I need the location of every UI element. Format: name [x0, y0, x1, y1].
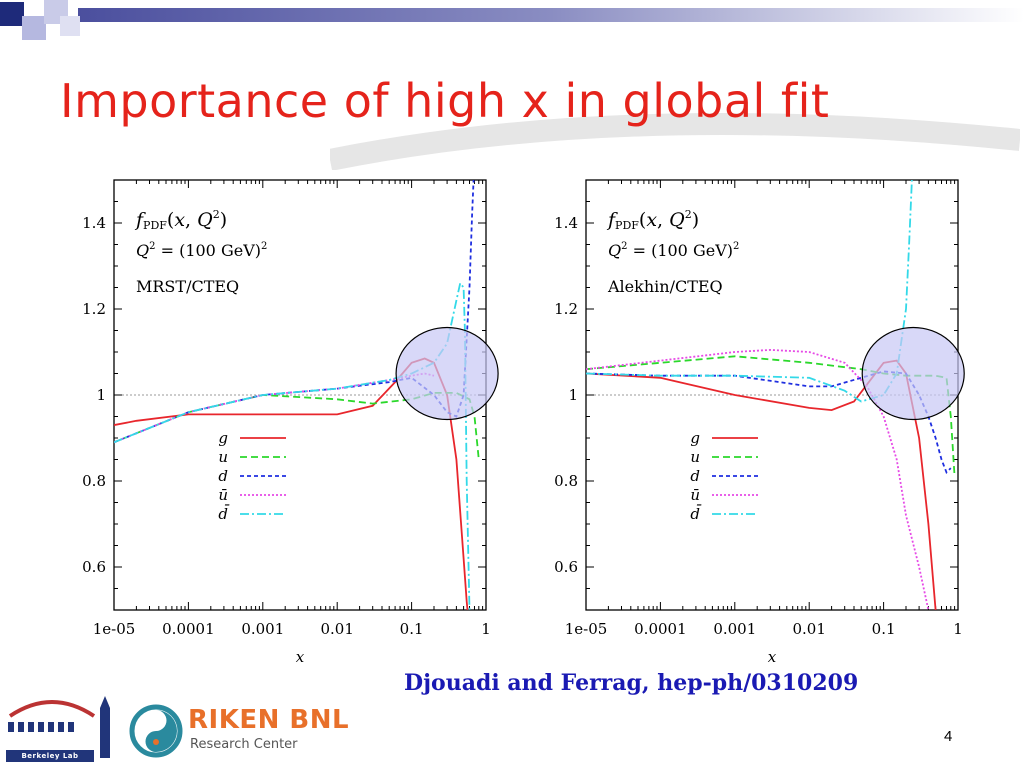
- x-tick-label: 1e-05: [565, 620, 608, 638]
- annotation-fpdf: fPDF(x, Q2): [606, 208, 699, 232]
- legend-label-ubar: ū: [218, 486, 228, 504]
- x-axis-label: x: [768, 648, 777, 666]
- annotation-source: MRST/CTEQ: [136, 277, 239, 296]
- x-tick-label: 1: [953, 620, 963, 638]
- citation: Djouadi and Ferrag, hep-ph/0310209: [404, 670, 859, 696]
- x-tick-label: 0.0001: [634, 620, 687, 638]
- y-tick-label: 1.4: [82, 214, 106, 232]
- riken-bnl-logo-mark: [129, 704, 183, 758]
- annotation-source: Alekhin/CTEQ: [607, 277, 723, 296]
- legend-label-d: d: [218, 467, 228, 485]
- riken-bnl-title: RIKEN BNL: [188, 705, 350, 735]
- x-tick-label: 1: [481, 620, 491, 638]
- y-tick-label: 0.6: [82, 558, 106, 576]
- x-tick-label: 0.001: [713, 620, 756, 638]
- x-tick-label: 0.1: [400, 620, 424, 638]
- decorative-header-bar: [0, 0, 1024, 40]
- x-tick-label: 0.01: [320, 620, 353, 638]
- y-tick-label: 1.2: [82, 300, 106, 318]
- chart-svg-left: 0.6 0.8 1 1.2 1.4 1e-05 0.0001 0.001 0.01 0.1 1 x fP…: [82, 179, 499, 666]
- series-line-dbar: [586, 180, 913, 403]
- y-tick-label: 1.2: [554, 300, 578, 318]
- y-tick-label: 0.8: [82, 472, 106, 490]
- x-tick-label: 0.001: [241, 620, 284, 638]
- highlight-circle: [861, 326, 965, 421]
- page-number: 4: [944, 728, 953, 745]
- header-squares-graphic: [0, 0, 1024, 40]
- x-tick-label: 1e-05: [93, 620, 136, 638]
- chart-panel-alekhin-cteq: 0.6 0.8 1 1.2 1.4 1e-05 0.0001 0.001 0.01 0.1 1 x fP…: [500, 168, 980, 668]
- y-tick-label: 0.6: [554, 558, 578, 576]
- annotation-fpdf: fPDF(x, Q2): [134, 208, 227, 232]
- legend-label-g: g: [218, 429, 228, 447]
- x-tick-label: 0.0001: [162, 620, 215, 638]
- legend-label-g: g: [690, 429, 700, 447]
- x-tick-label: 0.1: [872, 620, 896, 638]
- background-swoosh: [330, 113, 1020, 170]
- legend-label-dbar: d̄: [218, 505, 229, 523]
- series-line-ubar: [586, 348, 930, 610]
- legend-label-u: u: [218, 448, 228, 466]
- x-tick-label: 0.01: [792, 620, 825, 638]
- legend-label-dbar: d̄: [690, 505, 701, 523]
- chart-svg-right: 0.6 0.8 1 1.2 1.4 1e-05 0.0001 0.001 0.01 0.1 1 x fP…: [554, 179, 965, 666]
- highlight-circle: [395, 326, 499, 421]
- slide-title: Importance of high x in global fit: [60, 74, 830, 128]
- legend-label-u: u: [690, 448, 700, 466]
- y-tick-label: 1: [96, 386, 106, 404]
- legend-label-d: d: [690, 467, 700, 485]
- annotation-q2: Q2 = (100 GeV)2: [136, 241, 267, 260]
- y-tick-label: 0.8: [554, 472, 578, 490]
- riken-bnl-subtitle: Research Center: [190, 737, 298, 752]
- berkeley-lab-label: Berkeley Lab: [6, 752, 94, 760]
- y-tick-label: 1.4: [554, 214, 578, 232]
- annotation-q2: Q2 = (100 GeV)2: [608, 241, 739, 260]
- x-axis-label: x: [296, 648, 305, 666]
- y-tick-label: 1: [568, 386, 578, 404]
- legend-label-ubar: ū: [690, 486, 700, 504]
- chart-panel-mrst-cteq: 0.6 0.8 1 1.2 1.4 1e-05 0.0001 0.001 0.01 0.1 1 x fP…: [28, 168, 508, 668]
